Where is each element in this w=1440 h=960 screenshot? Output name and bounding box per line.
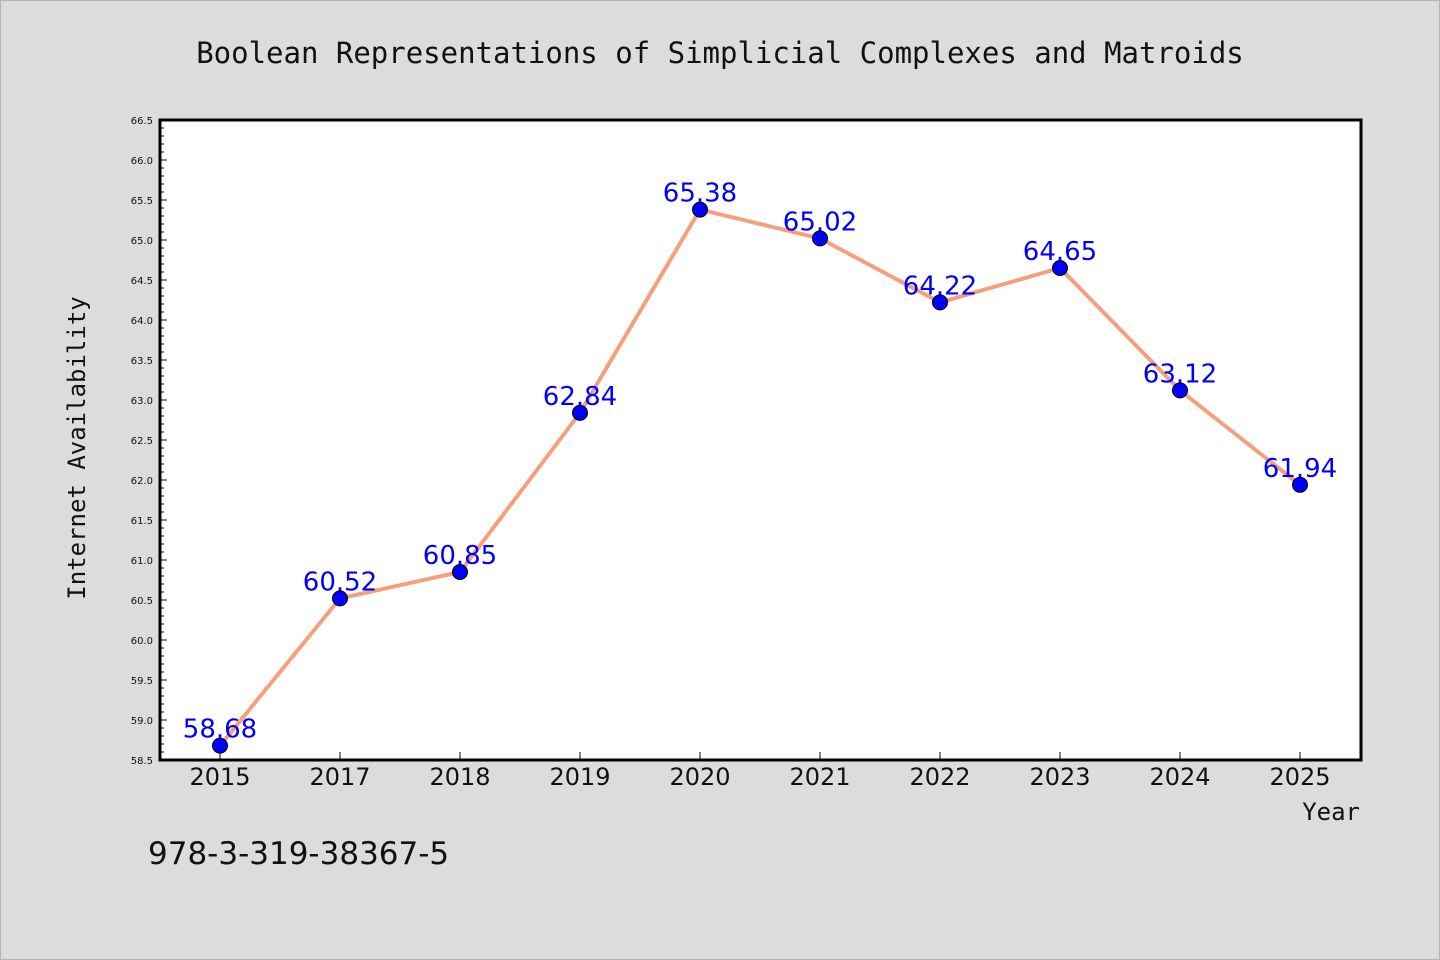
y-tick-label: 59.0 xyxy=(131,716,153,727)
x-tick-label: 2015 xyxy=(189,763,250,791)
x-tick-label: 2022 xyxy=(909,763,970,791)
data-label: 60.52 xyxy=(303,567,377,597)
x-tick-label: 2017 xyxy=(309,763,370,791)
data-point xyxy=(332,590,348,607)
x-tick-label: 2020 xyxy=(669,763,730,791)
data-label: 63.12 xyxy=(1143,359,1217,389)
data-label: 65.02 xyxy=(783,207,857,237)
data-label: 60.85 xyxy=(423,541,497,571)
y-tick-label: 60.0 xyxy=(131,636,153,647)
data-point xyxy=(932,294,948,311)
y-tick-label: 61.5 xyxy=(131,516,153,527)
x-tick-label: 2024 xyxy=(1149,763,1210,791)
y-tick-label: 64.5 xyxy=(131,276,153,287)
x-axis-label: Year xyxy=(1302,798,1360,826)
y-axis: 58.5 59.0 59.5 60.0 60.5 61.0 61.5 62.0 62.5 63.0… xyxy=(131,116,167,767)
series-line xyxy=(218,207,1302,748)
x-axis: 2015 2017 2018 2019 2020 2021 2022 2023 2024 2025 xyxy=(189,752,1331,791)
chart-title: Boolean Representations of Simplicial Co… xyxy=(196,36,1244,70)
data-labels: 58.68 60.52 60.85 62.84 65.38 65.02 64.22 64.65… xyxy=(183,179,1337,745)
data-point xyxy=(692,201,708,218)
data-label: 64.65 xyxy=(1023,237,1097,267)
data-point xyxy=(812,230,828,247)
y-tick-label: 62.5 xyxy=(131,436,153,447)
y-tick-label: 65.5 xyxy=(131,196,153,207)
data-point xyxy=(1292,476,1308,493)
x-tick-label: 2018 xyxy=(429,763,490,791)
x-tick-label: 2019 xyxy=(549,763,610,791)
data-label: 62.84 xyxy=(543,382,617,412)
x-tick-label: 2025 xyxy=(1269,763,1330,791)
y-axis-label: Internet Availability xyxy=(63,296,91,599)
data-label: 64.22 xyxy=(903,271,977,301)
data-point xyxy=(1172,382,1188,399)
data-label: 65.38 xyxy=(663,179,737,209)
y-tick-label: 63.0 xyxy=(131,396,153,407)
y-tick-label: 62.0 xyxy=(131,476,153,487)
data-point xyxy=(572,404,588,421)
y-tick-label: 66.5 xyxy=(131,116,153,127)
x-tick-label: 2023 xyxy=(1029,763,1090,791)
y-tick-label: 58.5 xyxy=(131,756,153,767)
data-point xyxy=(1052,260,1068,276)
y-tick-label: 63.5 xyxy=(131,356,153,367)
data-point xyxy=(212,737,228,754)
y-tick-label: 61.0 xyxy=(131,556,153,567)
x-tick-label: 2021 xyxy=(789,763,850,791)
data-point xyxy=(452,564,468,580)
y-tick-label: 59.5 xyxy=(131,676,153,687)
plot-area xyxy=(160,120,1361,760)
plot-border xyxy=(158,118,1363,762)
data-label: 58.68 xyxy=(183,715,257,745)
y-tick-label: 64.0 xyxy=(131,316,153,327)
series-markers xyxy=(212,201,1308,754)
footer-isbn: 978-3-319-38367-5 xyxy=(148,836,449,872)
data-label: 61.94 xyxy=(1263,454,1337,484)
y-tick-label: 60.5 xyxy=(131,596,153,607)
series-line-group xyxy=(218,207,1302,748)
y-tick-label: 66.0 xyxy=(131,156,153,167)
y-tick-label: 65.0 xyxy=(131,236,153,247)
